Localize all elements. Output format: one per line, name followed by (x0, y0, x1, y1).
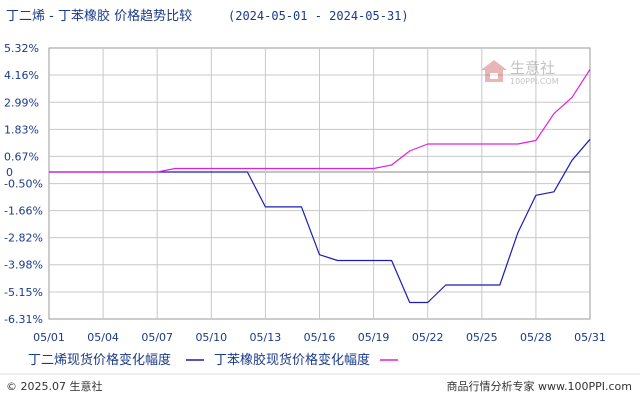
y-tick-label: -0.50% (4, 178, 43, 191)
y-tick-label: 1.83% (4, 123, 39, 136)
watermark-brand: 生意社 (510, 59, 555, 77)
y-axis-ticks: 5.32% 4.16% 2.99% 1.83% 0.67% 0-0.50% -1.66% -2… (4, 42, 43, 326)
watermark-url: 100PPI.COM (510, 77, 559, 86)
y-tick-label: -6.31% (4, 313, 43, 326)
x-tick-label: 05/07 (141, 331, 173, 344)
y-tick-label: 2.99% (4, 96, 39, 109)
y-tick-label: -3.98% (4, 259, 43, 272)
footer-copyright: © 2025.07 生意社 (6, 379, 102, 393)
chart-date-range: (2024-05-01 - 2024-05-31) (228, 9, 409, 23)
y-tick-label: 0.67% (4, 150, 39, 163)
x-tick-label: 05/31 (574, 331, 606, 344)
series-layer (49, 69, 591, 304)
legend-series-1-label: 丁二烯现货价格变化幅度 (28, 352, 171, 368)
chart-title: 丁二烯 - 丁苯橡胶 价格趋势比较 (6, 8, 192, 24)
y-tick-label: -2.82% (4, 232, 43, 245)
watermark-logo-icon (481, 60, 507, 82)
x-tick-label: 05/04 (87, 331, 119, 344)
x-tick-label: 05/01 (33, 331, 65, 344)
y-tick-label: 5.32% (4, 42, 39, 55)
y-tick-label: 0 (6, 166, 13, 179)
x-tick-label: 05/28 (520, 331, 552, 344)
x-tick-label: 05/22 (412, 331, 444, 344)
y-tick-label: 4.16% (4, 69, 39, 82)
x-tick-label: 05/10 (195, 331, 227, 344)
series-2-line (49, 69, 591, 173)
legend: 丁二烯现货价格变化幅度 丁苯橡胶现货价格变化幅度 (28, 352, 398, 368)
x-tick-label: 05/25 (466, 331, 498, 344)
watermark: 生意社 100PPI.COM (481, 59, 559, 86)
series-1-line (49, 138, 591, 304)
y-tick-label: -1.66% (4, 205, 43, 218)
y-tick-label: -5.15% (4, 286, 43, 299)
x-tick-label: 05/16 (304, 331, 336, 344)
legend-series-2-label: 丁苯橡胶现货价格变化幅度 (214, 352, 370, 368)
x-tick-label: 05/19 (358, 331, 390, 344)
footer-site: 商品行情分析专家 www.100PPI.com (447, 379, 632, 393)
grid-layer (49, 48, 590, 319)
x-tick-label: 05/13 (250, 331, 282, 344)
x-axis-ticks: 05/01 05/04 05/07 05/10 05/13 05/16 05/19 05/22… (33, 331, 606, 344)
